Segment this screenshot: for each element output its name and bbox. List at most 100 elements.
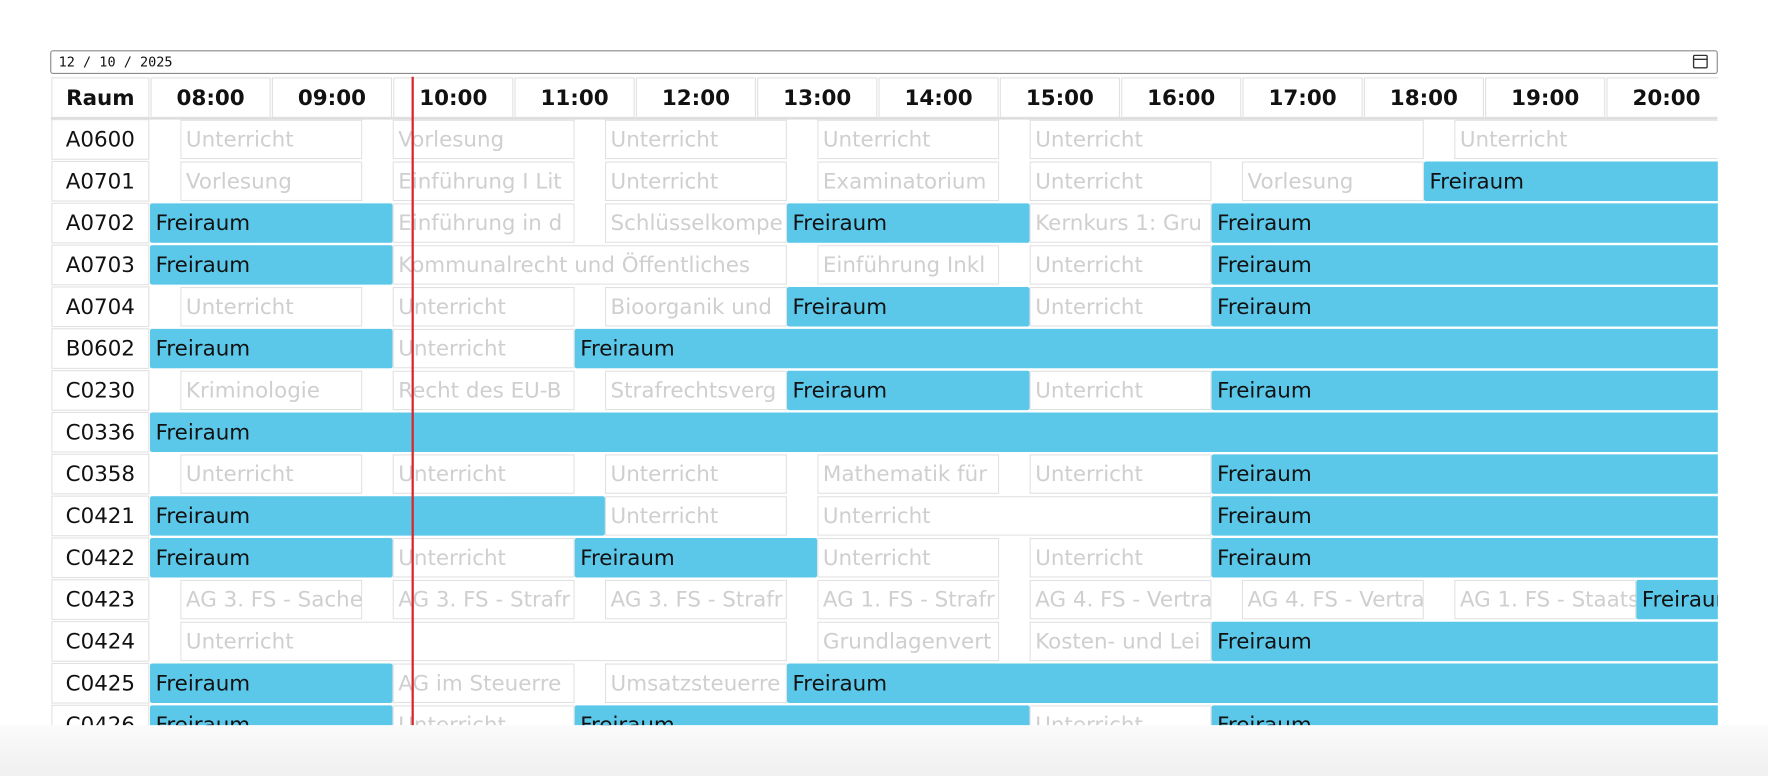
free-slot[interactable]: Freiraum	[1211, 245, 1768, 285]
free-slot-bg[interactable]	[149, 328, 393, 369]
free-slot-bg[interactable]	[149, 203, 393, 243]
room-row: C0336 Freiraum	[51, 411, 1768, 453]
free-slot-bg[interactable]	[786, 370, 1030, 411]
free-slot-bg[interactable]	[149, 412, 1768, 453]
free-slot[interactable]: Freiraum	[1211, 537, 1768, 578]
booking-label: Unterricht	[186, 630, 294, 655]
booking-bg	[604, 454, 787, 494]
free-slot-label[interactable]: Freiraum	[156, 504, 251, 529]
free-slot-label[interactable]: Freiraum	[1217, 546, 1312, 571]
free-slot-label[interactable]: Freiraum	[156, 253, 251, 278]
free-slot-bg[interactable]	[149, 537, 393, 578]
free-slot-label[interactable]: Freiraum	[1217, 630, 1312, 655]
free-slot[interactable]: Freiraum	[786, 203, 1030, 243]
free-slot-bg[interactable]	[1211, 496, 1768, 536]
free-slot-bg[interactable]	[1211, 286, 1768, 327]
free-slot[interactable]: Freiraum	[149, 412, 1768, 453]
booking: Unterricht	[180, 119, 363, 160]
free-slot[interactable]: Freiraum	[149, 663, 393, 704]
free-slot-label[interactable]: Freiraum	[1217, 713, 1312, 738]
free-slot[interactable]: Freiraum	[1211, 621, 1768, 662]
free-slot[interactable]: Freiraum	[786, 370, 1030, 411]
free-slot-bg[interactable]	[149, 245, 393, 285]
free-slot-label[interactable]: Freiraum	[156, 211, 251, 236]
booking-bg	[180, 286, 363, 327]
free-slot-bg[interactable]	[574, 328, 1768, 369]
free-slot[interactable]: Freiraum	[1211, 203, 1768, 243]
booking: Unterricht	[180, 454, 363, 494]
free-slot-bg[interactable]	[1211, 454, 1768, 494]
free-slot[interactable]: Freiraum	[149, 705, 393, 745]
free-slot[interactable]: Freiraum	[1636, 579, 1768, 620]
free-slot-bg[interactable]	[786, 663, 1768, 704]
free-slot-bg[interactable]	[574, 537, 818, 578]
free-slot[interactable]: Freiraum	[1211, 705, 1768, 745]
free-slot-bg[interactable]	[149, 663, 393, 704]
booking: Unterricht	[1029, 286, 1212, 327]
free-slot-bg[interactable]	[1211, 705, 1768, 745]
free-slot[interactable]: Freiraum	[149, 537, 393, 578]
free-slot[interactable]: Freiraum	[1211, 370, 1768, 411]
free-slot[interactable]: Freiraum	[149, 496, 605, 536]
free-slot-bg[interactable]	[786, 286, 1030, 327]
free-slot-label[interactable]: Freiraum	[580, 337, 675, 362]
free-slot-label[interactable]: Freiraum	[156, 337, 251, 362]
date-value[interactable]: 12 / 10 / 2025	[59, 55, 173, 71]
date-input[interactable]: 12 / 10 / 2025	[50, 50, 1718, 74]
free-slot-label[interactable]: Freiraum	[793, 211, 888, 236]
free-slot[interactable]: Freiraum	[1423, 161, 1768, 202]
free-slot-label[interactable]: Freiraum	[1217, 462, 1312, 487]
room-name: C0358	[66, 462, 135, 487]
free-slot-label[interactable]: Freiraum	[1217, 379, 1312, 404]
booking: Unterricht	[180, 621, 787, 662]
free-slot-label[interactable]: Freiraum	[793, 671, 888, 696]
free-slot-bg[interactable]	[1636, 579, 1768, 620]
free-slot-label[interactable]: Freiraum	[1430, 169, 1525, 194]
free-slot-bg[interactable]	[149, 705, 393, 745]
booking-label: Unterricht	[611, 462, 719, 487]
free-slot-label[interactable]: Freiraum	[793, 295, 888, 320]
free-slot-bg[interactable]	[1211, 537, 1768, 578]
free-slot[interactable]: Freiraum	[574, 705, 1030, 745]
booking: Vorlesung	[180, 161, 363, 202]
booking-label: AG 3. FS - Sache	[186, 588, 363, 613]
free-slot[interactable]: Freiraum	[149, 328, 393, 369]
free-slot-label[interactable]: Freiraum	[156, 420, 251, 445]
free-slot-label[interactable]: Freiraum	[1217, 504, 1312, 529]
free-slot-bg[interactable]	[1211, 203, 1768, 243]
free-slot-bg[interactable]	[1423, 161, 1768, 202]
free-slot[interactable]: Freiraum	[786, 286, 1030, 327]
free-slot-bg[interactable]	[786, 203, 1030, 243]
free-slot[interactable]: Freiraum	[149, 203, 393, 243]
booking-label: Vorlesung	[186, 169, 292, 194]
free-slot-bg[interactable]	[1211, 245, 1768, 285]
free-slot-label[interactable]: Freiraum	[1217, 211, 1312, 236]
free-slot-label[interactable]: Freiraum	[793, 379, 888, 404]
booking-label: Unterricht	[823, 546, 931, 571]
free-slot-bg[interactable]	[574, 705, 1030, 745]
free-slot[interactable]: Freiraum	[1211, 286, 1768, 327]
booking-bg	[604, 579, 787, 620]
free-slot[interactable]: Freiraum	[149, 245, 393, 285]
free-slot-label[interactable]: Freiraum	[1217, 295, 1312, 320]
free-slot[interactable]: Freiraum	[786, 663, 1768, 704]
free-slot-label[interactable]: Freiraum	[580, 713, 675, 738]
free-slot-label[interactable]: Freiraum	[1642, 588, 1737, 613]
booking-label: Unterricht	[186, 128, 294, 153]
free-slot-label[interactable]: Freiraum	[156, 671, 251, 696]
booking: Unterricht	[392, 286, 575, 327]
date-field[interactable]	[50, 50, 1718, 74]
free-slot-label[interactable]: Freiraum	[1217, 253, 1312, 278]
free-slot[interactable]: Freiraum	[574, 328, 1768, 369]
free-slot-label[interactable]: Freiraum	[156, 713, 251, 738]
free-slot-bg[interactable]	[149, 496, 605, 536]
free-slot[interactable]: Freiraum	[574, 537, 818, 578]
free-slot[interactable]: Freiraum	[1211, 496, 1768, 536]
free-slot-label[interactable]: Freiraum	[580, 546, 675, 571]
header-label: Raum	[66, 86, 134, 111]
free-slot-bg[interactable]	[1211, 621, 1768, 662]
free-slot[interactable]: Freiraum	[1211, 454, 1768, 494]
free-slot-bg[interactable]	[1211, 370, 1768, 411]
free-slot-label[interactable]: Freiraum	[156, 546, 251, 571]
calendar-icon[interactable]	[1692, 54, 1708, 69]
